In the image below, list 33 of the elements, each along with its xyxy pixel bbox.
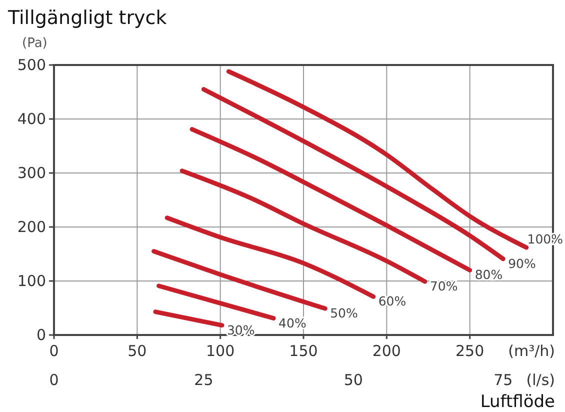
series-label: 40% [278,315,306,330]
x2-tick-label: 50 [344,371,363,389]
line-series [180,168,428,284]
x-axis-title: (m³/h) [508,342,555,360]
x-tick-label: 0 [49,342,59,360]
x-tick-label: 100 [206,342,235,360]
series-label: 70% [430,278,458,294]
x-tick-label: 200 [372,342,401,360]
y-tick-label: 400 [17,110,46,128]
x2-axis-title: (l/s) [526,371,555,389]
y-tick-label: 100 [17,272,46,290]
line-series [201,87,506,262]
series-label: 30% [226,322,255,338]
line-series [226,69,529,250]
x-tick-label: 250 [456,342,484,360]
y-tick-label: 0 [36,326,46,344]
series-label: 50% [330,306,358,321]
line-series [190,127,472,272]
y-tick-label: 500 [17,56,46,74]
y-tick-label: 200 [17,218,46,236]
x2-tick-label: 0 [49,371,59,389]
y-tick-label: 300 [17,164,46,182]
y-axis-title: (Pa) [22,36,48,51]
series-label: 60% [378,294,406,309]
chart-title: Tillgängligt tryck [7,7,167,29]
x-tick-label: 150 [289,342,318,360]
x2-tick-label: 75 [494,371,513,389]
series-label: 80% [474,267,503,282]
series-label: 90% [508,256,536,271]
x2-tick-label: 25 [194,371,214,389]
x-tick-label: 50 [128,342,147,360]
line-series [164,216,376,299]
text: Luftflöde [480,392,555,412]
